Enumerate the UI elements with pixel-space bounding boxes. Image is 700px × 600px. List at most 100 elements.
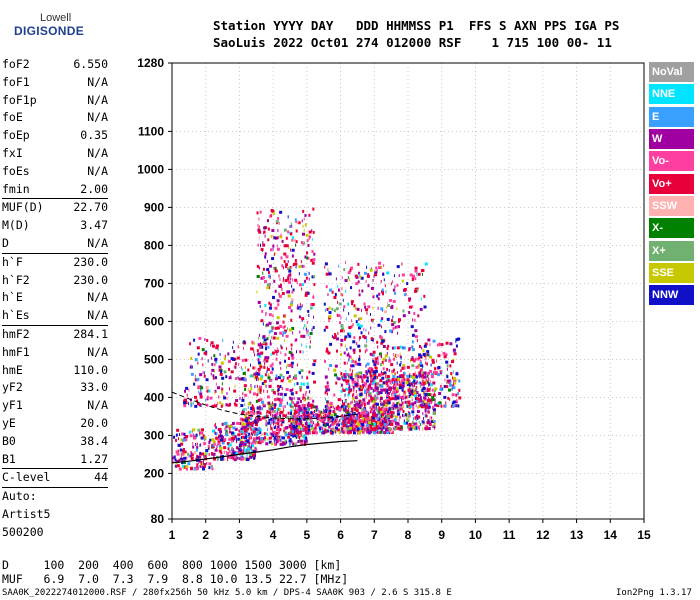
trace-point xyxy=(404,293,407,297)
trace-point xyxy=(295,406,297,410)
trace-point xyxy=(200,462,204,466)
trace-point xyxy=(430,373,434,377)
trace-point xyxy=(330,416,334,420)
trace-point xyxy=(327,419,329,423)
trace-point xyxy=(345,425,349,429)
trace-point xyxy=(284,353,287,357)
trace-point xyxy=(266,390,268,394)
trace-point xyxy=(264,303,267,307)
trace-point xyxy=(394,291,397,295)
trace-point xyxy=(433,389,436,393)
trace-point xyxy=(191,432,193,436)
trace-point xyxy=(313,315,315,319)
trace-point xyxy=(224,354,226,358)
trace-point xyxy=(452,404,456,408)
trace-point xyxy=(257,441,261,445)
trace-point xyxy=(384,431,387,435)
trace-point xyxy=(419,374,423,378)
trace-point xyxy=(304,293,308,297)
param-name: yF1 xyxy=(2,398,23,413)
trace-point xyxy=(282,320,285,324)
trace-point xyxy=(228,376,232,380)
trace-point xyxy=(397,389,399,393)
trace-point xyxy=(434,400,436,404)
trace-point xyxy=(403,419,405,423)
trace-point xyxy=(337,377,341,381)
trace-point xyxy=(433,422,436,426)
trace-point xyxy=(253,430,255,434)
trace-point xyxy=(193,338,196,342)
trace-point xyxy=(377,361,380,365)
trace-point xyxy=(283,277,285,281)
trace-point xyxy=(421,269,425,273)
trace-point xyxy=(376,415,378,419)
trace-point xyxy=(303,416,305,420)
trace-point xyxy=(393,352,395,356)
trace-point xyxy=(381,415,384,419)
trace-point xyxy=(269,282,271,286)
trace-point xyxy=(273,439,275,443)
trace-point xyxy=(343,430,346,434)
trace-point xyxy=(252,449,256,453)
trace-point xyxy=(387,401,391,405)
trace-point xyxy=(225,403,228,407)
trace-point xyxy=(431,398,435,402)
trace-point xyxy=(295,391,298,395)
trace-point xyxy=(319,412,321,416)
trace-point xyxy=(291,254,294,258)
trace-point xyxy=(265,313,267,317)
trace-point xyxy=(290,404,292,408)
trace-point xyxy=(383,263,385,267)
trace-point xyxy=(447,396,450,400)
trace-point xyxy=(349,426,353,430)
trace-point xyxy=(456,399,458,403)
trace-point xyxy=(255,370,257,374)
trace-point xyxy=(363,327,365,331)
trace-point xyxy=(310,413,312,417)
trace-point xyxy=(445,385,449,389)
param-row: MUF(D) 22.70 xyxy=(2,199,108,217)
trace-point xyxy=(387,418,389,422)
trace-point xyxy=(271,428,273,432)
trace-point xyxy=(359,388,363,392)
trace-point xyxy=(260,276,264,280)
trace-point xyxy=(354,360,357,364)
trace-point xyxy=(439,384,442,388)
trace-point xyxy=(286,276,288,280)
trace-point xyxy=(395,354,399,358)
trace-point xyxy=(312,422,314,426)
trace-point xyxy=(363,408,366,412)
trace-point xyxy=(383,407,386,411)
trace-point xyxy=(367,416,371,420)
trace-point xyxy=(301,375,303,379)
trace-point xyxy=(338,420,340,424)
trace-point xyxy=(396,426,400,430)
trace-point xyxy=(347,382,350,386)
trace-point xyxy=(385,417,387,421)
trace-point xyxy=(371,399,373,403)
trace-point xyxy=(366,362,370,366)
trace-point xyxy=(217,402,219,406)
trace-point xyxy=(360,276,364,280)
trace-point xyxy=(172,460,174,464)
trace-point xyxy=(414,335,418,339)
trace-point xyxy=(372,419,376,423)
trace-point xyxy=(383,431,385,435)
trace-point xyxy=(403,421,407,425)
trace-point xyxy=(240,441,244,445)
trace-point xyxy=(392,402,395,406)
trace-point xyxy=(402,396,405,400)
trace-point xyxy=(273,266,277,270)
trace-point xyxy=(345,260,347,264)
trace-point xyxy=(228,455,232,459)
trace-point xyxy=(281,442,285,446)
trace-point xyxy=(291,248,295,252)
trace-point xyxy=(360,376,364,380)
trace-point xyxy=(240,404,244,408)
trace-point xyxy=(409,379,411,383)
trace-point xyxy=(444,404,447,408)
trace-point xyxy=(388,412,390,416)
trace-point xyxy=(346,353,350,357)
trace-point xyxy=(279,324,283,328)
trace-point xyxy=(215,431,217,435)
